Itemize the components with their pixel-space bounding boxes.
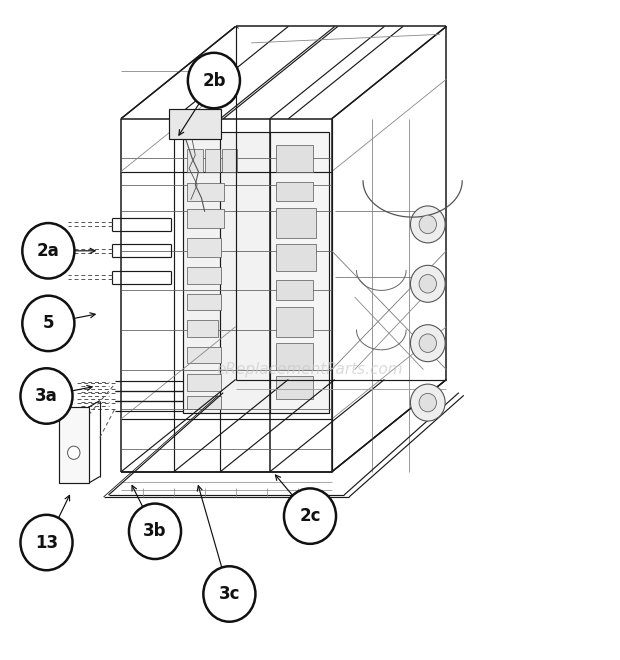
Text: 3b: 3b	[143, 522, 167, 541]
Polygon shape	[183, 132, 270, 412]
Text: 13: 13	[35, 533, 58, 552]
Ellipse shape	[22, 223, 74, 279]
Bar	[205, 148, 220, 172]
Bar	[187, 238, 221, 257]
Circle shape	[419, 215, 436, 234]
Circle shape	[419, 275, 436, 293]
Bar	[222, 148, 237, 172]
Polygon shape	[270, 132, 329, 412]
Circle shape	[419, 393, 436, 412]
Circle shape	[410, 325, 445, 362]
Ellipse shape	[284, 488, 336, 544]
Bar	[276, 208, 316, 238]
Ellipse shape	[203, 566, 255, 622]
Circle shape	[410, 265, 445, 302]
Text: 2a: 2a	[37, 242, 60, 260]
Bar	[187, 320, 218, 337]
Text: eReplacementParts.com: eReplacementParts.com	[216, 362, 404, 377]
Bar	[276, 145, 313, 172]
Bar	[187, 209, 224, 228]
Bar	[276, 343, 313, 370]
Ellipse shape	[20, 515, 73, 570]
Polygon shape	[169, 109, 221, 139]
Text: 2c: 2c	[299, 507, 321, 525]
Bar	[187, 374, 221, 391]
Bar	[187, 396, 221, 409]
Circle shape	[419, 334, 436, 352]
Bar	[187, 183, 224, 201]
Circle shape	[410, 206, 445, 243]
Bar	[187, 346, 221, 363]
Bar	[187, 294, 221, 310]
Bar	[187, 267, 221, 284]
Ellipse shape	[20, 368, 73, 424]
Bar	[276, 307, 313, 337]
Bar	[276, 182, 313, 201]
Bar	[276, 244, 316, 271]
Text: 3a: 3a	[35, 387, 58, 405]
Circle shape	[410, 384, 445, 421]
Bar	[276, 376, 313, 399]
Bar	[276, 280, 313, 300]
Ellipse shape	[188, 53, 240, 108]
Circle shape	[68, 446, 80, 459]
Bar	[187, 148, 203, 172]
Ellipse shape	[129, 504, 181, 559]
Ellipse shape	[22, 296, 74, 351]
Text: 3c: 3c	[219, 585, 240, 603]
Text: 2b: 2b	[202, 71, 226, 90]
Text: 5: 5	[43, 314, 54, 333]
Polygon shape	[59, 407, 89, 483]
